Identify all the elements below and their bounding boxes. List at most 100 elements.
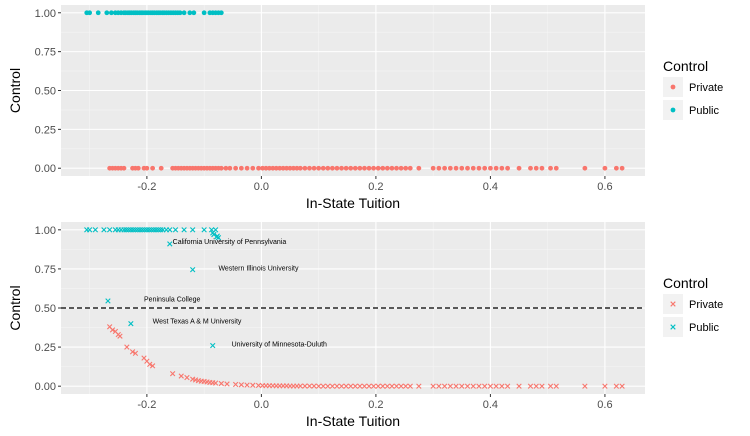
data-point-private (307, 165, 312, 171)
data-point-public (106, 227, 113, 233)
data-point-private (398, 383, 404, 389)
data-point-private (539, 165, 545, 171)
data-point-public (177, 10, 183, 16)
data-point-private (436, 165, 442, 171)
data-point-private (121, 165, 127, 171)
data-point-private (302, 165, 308, 171)
data-point-private (158, 165, 164, 171)
data-point-private (389, 383, 395, 389)
data-point-private (348, 383, 354, 389)
x-tick-label: 0.4 (483, 181, 498, 193)
data-point-private (407, 383, 413, 389)
data-point-public (181, 10, 187, 16)
data-point-private (476, 383, 482, 389)
data-point-private (129, 349, 136, 355)
data-point-private (582, 383, 588, 389)
y-tick-label: 0.75 (35, 47, 56, 59)
data-point-private (619, 383, 625, 389)
data-point-private (291, 165, 296, 171)
data-point-private (329, 383, 336, 389)
annotation-label: Peninsula College (144, 297, 201, 304)
data-point-private (553, 383, 559, 389)
data-point-public (172, 227, 179, 233)
data-point-private (371, 165, 377, 171)
data-point-private (504, 383, 511, 389)
data-point-private (402, 383, 409, 389)
data-point-private (602, 383, 608, 389)
legend-key-public (670, 107, 676, 113)
data-point-private (238, 382, 245, 388)
data-point-private (297, 383, 304, 389)
y-axis-title: Control (7, 68, 23, 113)
data-point-private (488, 165, 493, 171)
data-point-public (218, 10, 224, 16)
data-point-private (527, 383, 534, 389)
x-tick-label: 0.4 (483, 399, 498, 411)
data-point-private (267, 165, 272, 171)
data-point-private (533, 383, 539, 389)
data-point-private (325, 165, 331, 171)
data-point-private (375, 383, 381, 389)
legend-key-private (670, 301, 676, 307)
data-point-private (352, 383, 358, 389)
data-point-private (394, 165, 399, 171)
data-point-public (214, 234, 220, 240)
data-point-private (481, 383, 488, 389)
data-point-private (602, 165, 608, 171)
data-point-private (244, 165, 250, 171)
legend-key-private (670, 84, 676, 90)
data-point-public (86, 227, 93, 233)
data-point-private (184, 374, 190, 381)
annotation-label: West Texas A & M University (153, 319, 242, 326)
legend: Control Private Public (663, 275, 723, 337)
data-point-private (464, 383, 471, 389)
x-axis-title: In-State Tuition (306, 413, 400, 429)
series-public (84, 10, 224, 16)
data-point-private (270, 165, 276, 171)
data-point-private (263, 165, 269, 171)
series-private (106, 324, 625, 389)
data-point-private (357, 383, 363, 389)
annotation-label: Western Illinois University (218, 265, 299, 272)
data-point-private (325, 383, 331, 389)
data-point-private (370, 383, 377, 389)
data-point-private (178, 373, 184, 379)
data-point-public (128, 320, 134, 327)
legend-label-private: Private (689, 82, 723, 94)
data-point-private (393, 383, 400, 389)
data-point-private (255, 382, 262, 389)
data-point-private (218, 380, 225, 387)
data-point-private (150, 165, 156, 171)
data-point-public (187, 10, 193, 16)
data-point-public (181, 227, 187, 233)
data-point-public (167, 241, 173, 247)
data-point-private (619, 165, 625, 171)
data-point-private (144, 165, 150, 171)
data-point-public (201, 227, 207, 233)
data-point-private (539, 383, 545, 389)
data-point-private (147, 361, 153, 367)
data-point-private (516, 165, 522, 171)
data-point-private (352, 165, 358, 171)
data-point-public (189, 267, 196, 273)
data-point-private (277, 165, 283, 171)
data-point-private (582, 165, 588, 171)
data-point-private (470, 383, 476, 389)
data-point-private (260, 165, 265, 171)
y-tick-label: 0.25 (35, 124, 56, 136)
data-point-private (380, 165, 386, 171)
data-point-private (109, 327, 116, 333)
data-point-public (191, 10, 197, 16)
data-point-private (316, 165, 322, 171)
data-point-private (280, 165, 286, 171)
data-point-private (117, 333, 123, 339)
data-point-private (218, 165, 224, 171)
data-point-private (398, 165, 404, 171)
data-point-private (311, 165, 317, 171)
annotation-label: California University of Pennsylvania (173, 239, 287, 246)
data-point-private (403, 165, 409, 171)
data-point-private (380, 383, 386, 389)
data-point-public (210, 342, 216, 349)
data-point-private (493, 383, 499, 389)
